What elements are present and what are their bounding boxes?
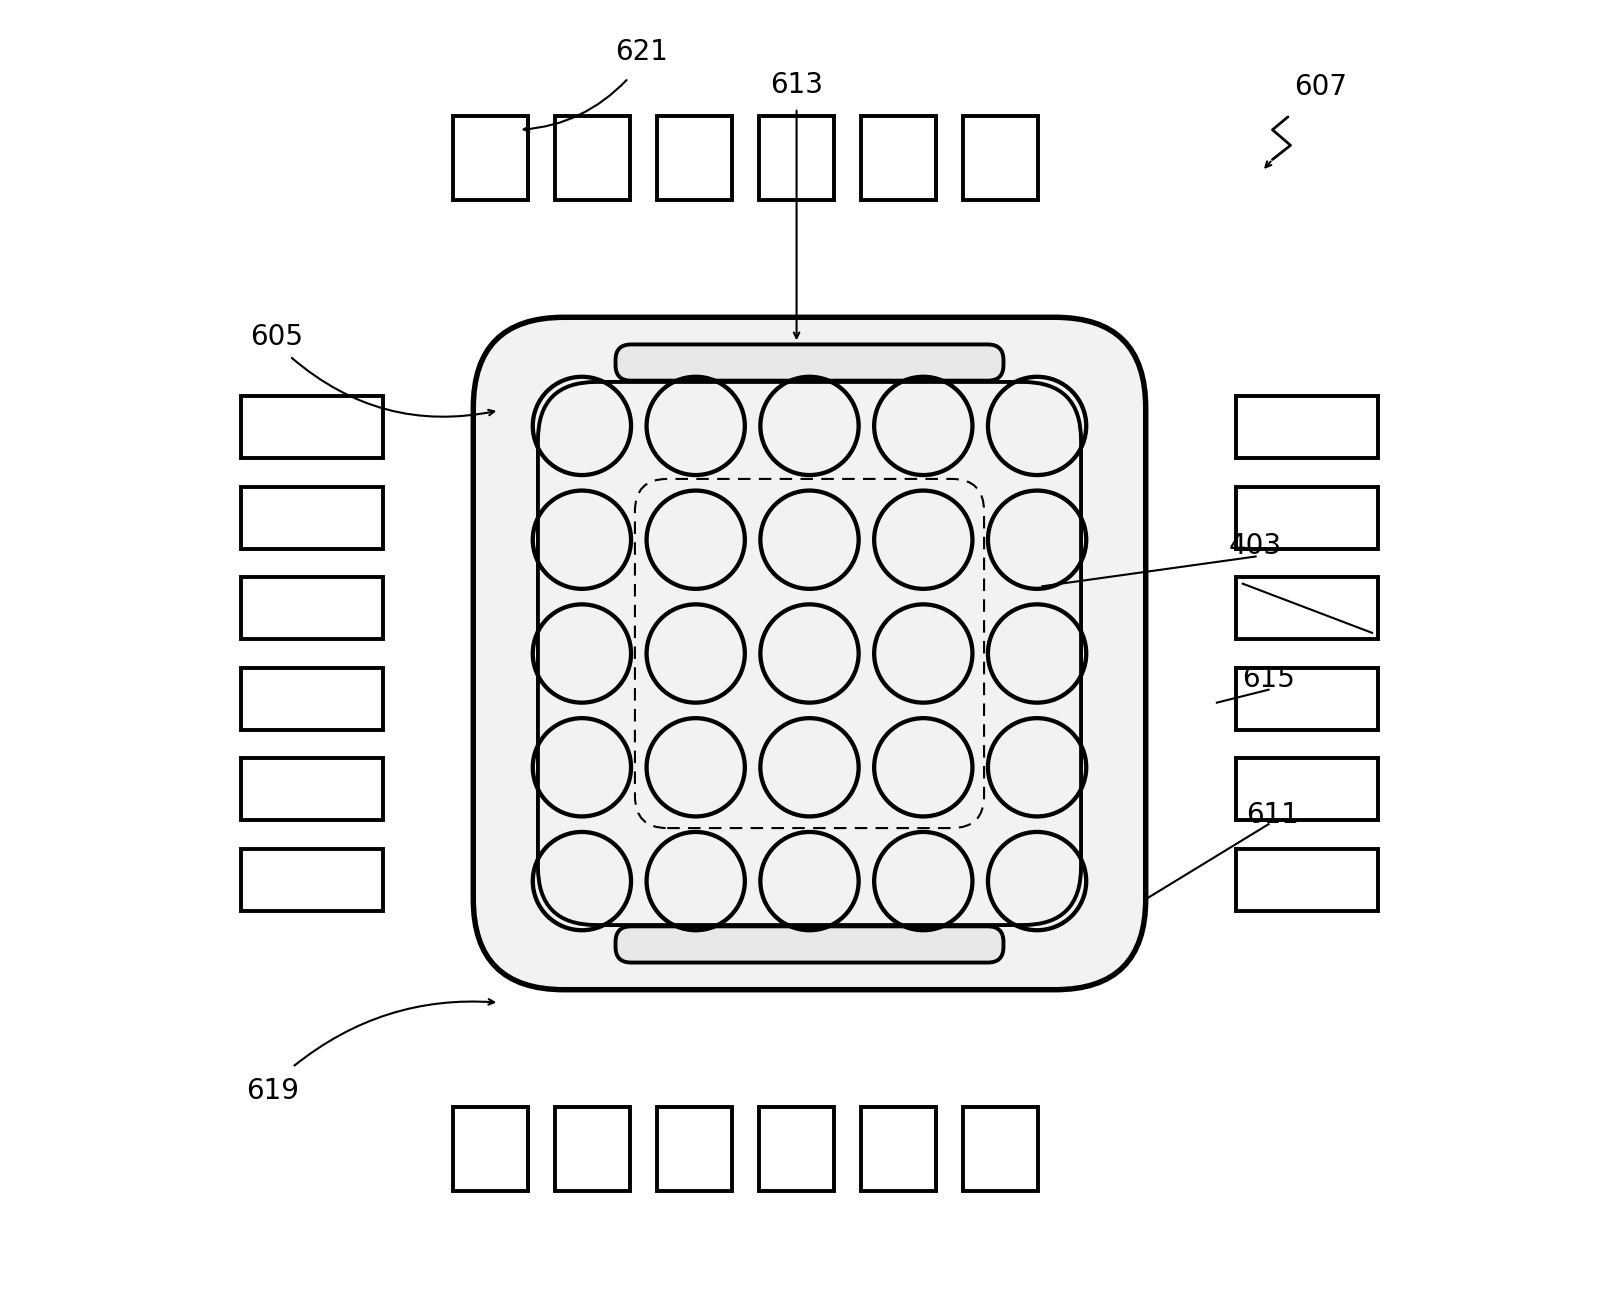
Text: 403: 403 <box>1229 532 1282 561</box>
Bar <box>241 848 382 911</box>
Bar <box>555 116 630 200</box>
Text: 607: 607 <box>1294 73 1347 101</box>
Text: 619: 619 <box>246 1077 300 1104</box>
Bar <box>861 116 936 200</box>
Bar <box>657 116 732 200</box>
Text: 613: 613 <box>771 71 822 98</box>
Bar <box>861 1107 936 1191</box>
Bar <box>1237 486 1378 549</box>
Bar <box>1237 758 1378 821</box>
Bar <box>241 396 382 459</box>
FancyBboxPatch shape <box>473 318 1146 989</box>
Text: 621: 621 <box>615 38 667 67</box>
Bar <box>241 668 382 729</box>
Bar <box>555 1107 630 1191</box>
Bar <box>241 486 382 549</box>
FancyBboxPatch shape <box>615 345 1004 380</box>
Bar <box>241 758 382 821</box>
Bar <box>759 116 834 200</box>
Text: 611: 611 <box>1247 801 1298 829</box>
FancyBboxPatch shape <box>615 927 1004 962</box>
Bar <box>453 1107 528 1191</box>
Bar <box>759 1107 834 1191</box>
Bar <box>1237 668 1378 729</box>
Bar <box>963 116 1038 200</box>
Text: 605: 605 <box>251 323 303 350</box>
Text: 615: 615 <box>1242 665 1295 693</box>
Bar <box>453 116 528 200</box>
Bar <box>963 1107 1038 1191</box>
Bar <box>241 578 382 639</box>
Bar <box>1237 578 1378 639</box>
Bar <box>657 1107 732 1191</box>
Bar <box>1237 396 1378 459</box>
Bar <box>1237 848 1378 911</box>
